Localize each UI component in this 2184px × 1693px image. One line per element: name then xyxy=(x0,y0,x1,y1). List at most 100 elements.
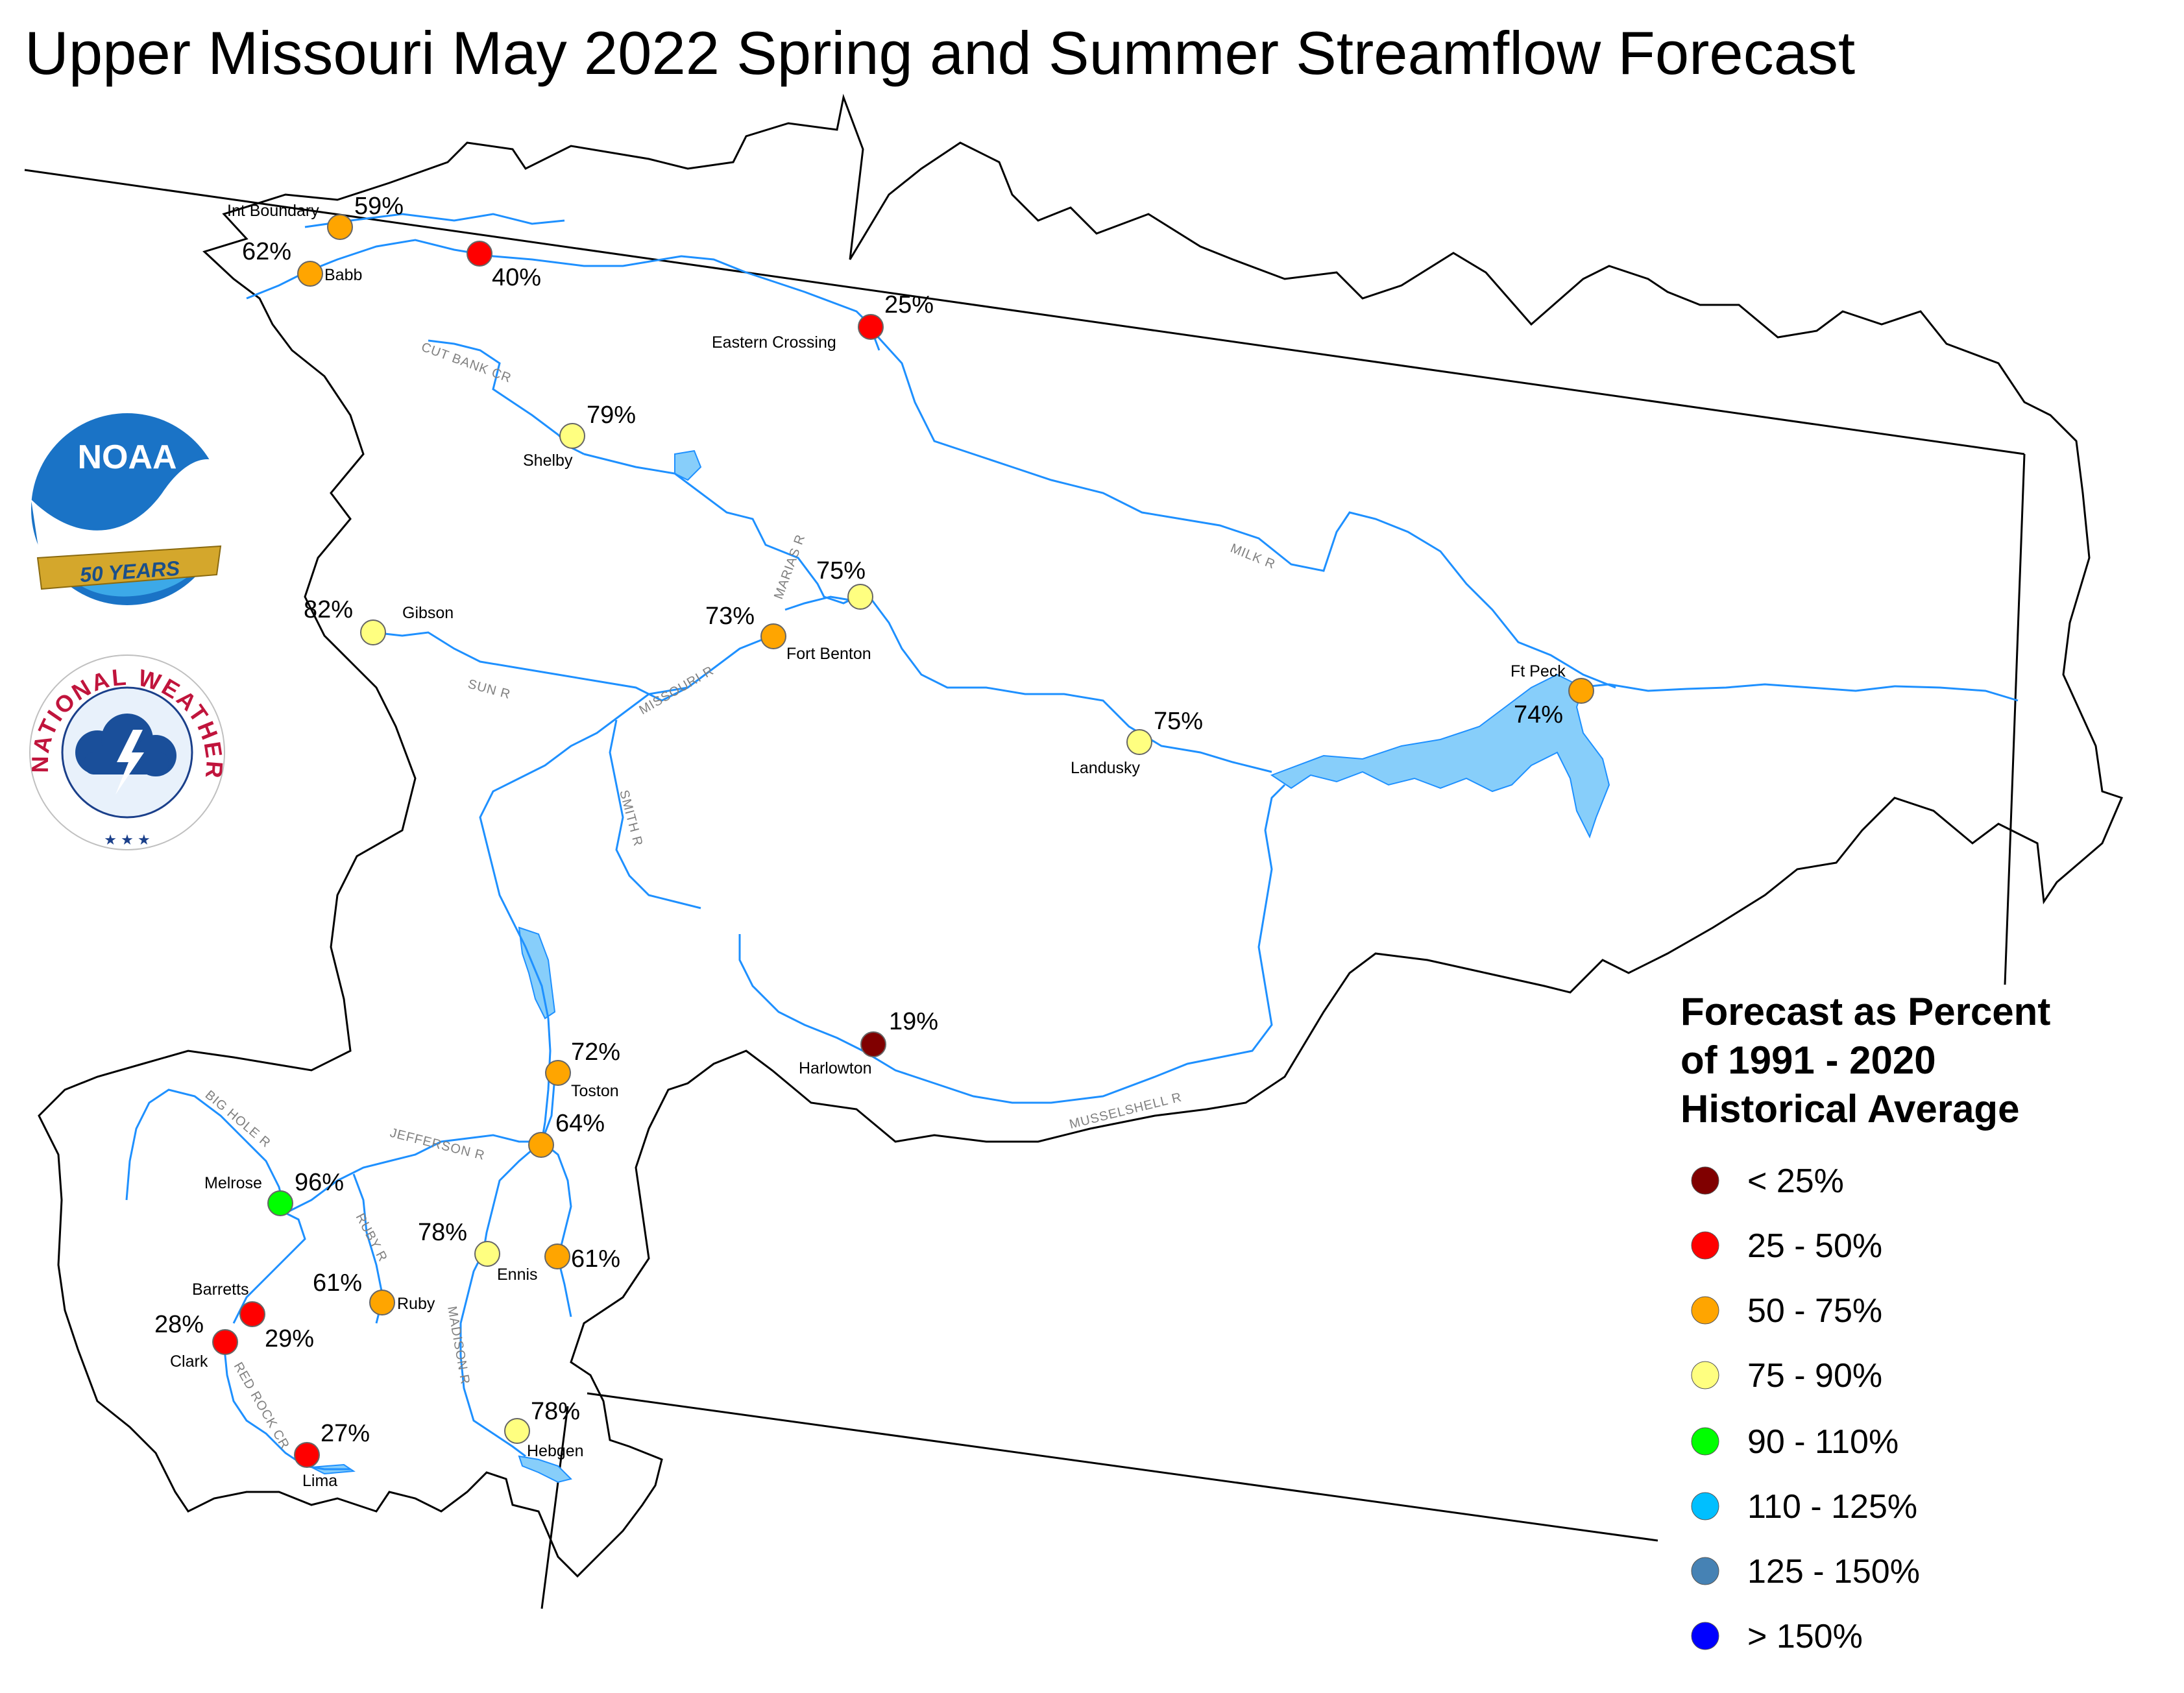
river-label-red-rock: RED ROCK CR xyxy=(231,1360,293,1452)
station-pct-shelby: 79% xyxy=(587,402,636,429)
station-marker-harlowton[interactable] xyxy=(860,1031,886,1057)
nws-logo-stars: ★ ★ ★ xyxy=(104,832,150,848)
station-name-gibson: Gibson xyxy=(402,604,454,622)
station-marker-eastern-crossing[interactable] xyxy=(858,314,884,340)
legend-swatch-lt25 xyxy=(1691,1166,1719,1195)
river-label-smith: SMITH R xyxy=(616,789,645,848)
station-marker-marias-mouth[interactable] xyxy=(847,584,873,610)
map-title: Upper Missouri May 2022 Spring and Summe… xyxy=(25,19,1856,87)
legend-swatch-25-50 xyxy=(1691,1231,1719,1260)
state-southwest-border xyxy=(540,1406,569,1609)
station-marker-int-boundary[interactable] xyxy=(327,214,353,240)
legend-label-lt25: < 25% xyxy=(1747,1162,1844,1200)
lightning-bolt-icon xyxy=(115,730,144,795)
station-marker-gallatin[interactable] xyxy=(544,1243,570,1269)
station-pct-gallatin: 61% xyxy=(571,1245,620,1273)
beaverhead-river xyxy=(232,1212,306,1324)
lakes xyxy=(309,450,1610,1483)
legend-label-25-50: 25 - 50% xyxy=(1747,1227,1882,1265)
station-pct-hebgen: 78% xyxy=(531,1398,580,1425)
station-marker-clark[interactable] xyxy=(212,1329,238,1355)
legend-label-90-110: 90 - 110% xyxy=(1747,1423,1899,1461)
station-labels: Int Boundary 59% Babb 62% 40% Eastern Cr… xyxy=(154,193,1566,1490)
station-marker-landusky[interactable] xyxy=(1126,729,1152,755)
rivers xyxy=(125,213,2019,1471)
station-pct-ruby: 61% xyxy=(313,1269,362,1297)
station-pct-gibson: 82% xyxy=(304,596,353,623)
station-marker-toston[interactable] xyxy=(545,1060,571,1086)
red-rock-creek xyxy=(223,1342,350,1471)
station-marker-ennis[interactable] xyxy=(474,1241,500,1267)
river-label-musselshell: MUSSELSHELL R xyxy=(1068,1090,1183,1131)
station-marker-hebgen[interactable] xyxy=(504,1418,530,1444)
legend-label-50-75: 50 - 75% xyxy=(1747,1292,1882,1330)
st-mary-river xyxy=(246,239,880,351)
station-pct-three-forks: 64% xyxy=(555,1110,605,1137)
river-label-madison: MADISON R xyxy=(444,1305,472,1386)
legend-label-75-90: 75 - 90% xyxy=(1747,1357,1882,1395)
legend-label-110-125: 110 - 125% xyxy=(1747,1488,1917,1526)
station-name-clark: Clark xyxy=(170,1352,208,1371)
missouri-upper xyxy=(479,634,773,1142)
station-pct-st-mary-crossing: 40% xyxy=(492,264,541,291)
station-marker-shelby[interactable] xyxy=(559,423,585,449)
marias-river xyxy=(583,453,869,605)
station-name-ruby: Ruby xyxy=(397,1295,435,1313)
station-pct-harlowton: 19% xyxy=(889,1008,938,1035)
milk-river xyxy=(868,326,1616,689)
legend-heading-line-3: Historical Average xyxy=(1680,1087,2019,1131)
station-pct-fort-benton: 73% xyxy=(705,603,755,630)
river-label-sun: SUN R xyxy=(467,677,513,702)
station-name-shelby: Shelby xyxy=(523,451,573,470)
legend: Forecast as Percent of 1991 - 2020 Histo… xyxy=(1680,990,2050,1655)
fort-peck-lake xyxy=(1270,673,1610,839)
station-marker-gibson[interactable] xyxy=(360,619,386,645)
station-name-ft-peck: Ft Peck xyxy=(1511,662,1566,680)
basin-boundary xyxy=(38,93,2124,1578)
legend-swatch-gt150 xyxy=(1691,1622,1719,1650)
river-label-big-hole: BIG HOLE R xyxy=(202,1088,274,1151)
big-hole-river xyxy=(125,1088,287,1214)
river-label-missouri: MISSOURI R xyxy=(637,664,717,718)
station-pct-int-boundary: 59% xyxy=(354,193,404,220)
station-marker-ruby[interactable] xyxy=(369,1290,395,1315)
legend-swatch-75-90 xyxy=(1691,1361,1719,1389)
legend-heading-line-2: of 1991 - 2020 xyxy=(1680,1039,1936,1082)
station-marker-st-mary-crossing[interactable] xyxy=(467,241,492,267)
station-marker-three-forks[interactable] xyxy=(528,1132,554,1158)
station-marker-ft-peck[interactable] xyxy=(1568,678,1594,704)
station-marker-lima[interactable] xyxy=(294,1442,320,1468)
legend-label-gt150: > 150% xyxy=(1747,1618,1863,1655)
river-label-marias: MARIAS R xyxy=(771,533,808,601)
state-south-border xyxy=(587,1392,1658,1542)
legend-swatch-125-150 xyxy=(1691,1557,1719,1585)
gallatin-river xyxy=(541,1140,572,1317)
river-label-ruby: RUBY R xyxy=(353,1211,391,1264)
station-marker-barretts[interactable] xyxy=(239,1301,265,1327)
jefferson-river xyxy=(285,1134,542,1214)
station-name-melrose: Melrose xyxy=(204,1174,262,1192)
station-marker-fort-benton[interactable] xyxy=(760,623,786,649)
madison-river xyxy=(459,1140,542,1458)
station-marker-babb[interactable] xyxy=(297,261,323,287)
station-pct-eastern-crossing: 25% xyxy=(884,291,934,318)
legend-heading-line-1: Forecast as Percent xyxy=(1680,990,2050,1033)
state-north-border xyxy=(24,169,2025,455)
station-name-lima: Lima xyxy=(302,1472,337,1490)
station-pct-marias-mouth: 75% xyxy=(816,557,866,584)
river-labels: CUT BANK CR MARIAS R SUN R MISSOURI R MI… xyxy=(202,340,1278,1452)
station-marker-melrose[interactable] xyxy=(267,1190,293,1216)
sun-river xyxy=(372,631,688,702)
station-pct-ft-peck: 74% xyxy=(1514,701,1563,728)
teton-river xyxy=(784,595,851,611)
station-name-ennis: Ennis xyxy=(497,1266,538,1284)
station-pct-lima: 27% xyxy=(321,1420,370,1447)
station-name-eastern-crossing: Eastern Crossing xyxy=(712,333,836,352)
noaa-logo-banner xyxy=(36,545,222,590)
tiber-reservoir xyxy=(674,450,702,481)
missouri-main-middle xyxy=(868,596,1272,773)
station-name-barretts: Barretts xyxy=(192,1280,249,1299)
station-name-hebgen: Hebgen xyxy=(527,1442,584,1460)
state-outline xyxy=(24,169,2026,1609)
